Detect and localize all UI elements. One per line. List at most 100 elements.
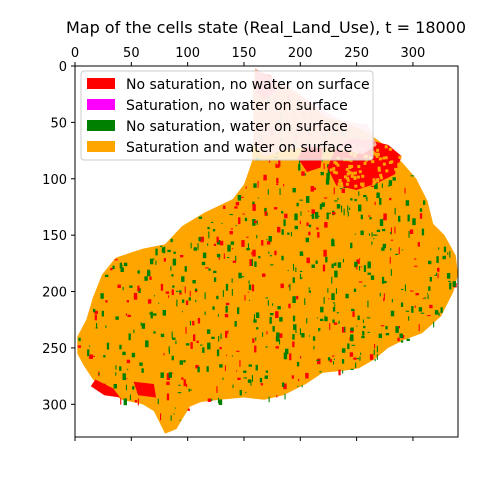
cell bbox=[347, 212, 349, 217]
cell bbox=[344, 175, 347, 179]
cell bbox=[163, 353, 165, 356]
cell bbox=[276, 183, 279, 185]
cell bbox=[179, 419, 181, 421]
cell bbox=[299, 220, 301, 225]
cell bbox=[446, 273, 451, 279]
cell bbox=[166, 373, 171, 380]
cell bbox=[357, 315, 360, 321]
cell bbox=[438, 247, 440, 250]
cell bbox=[170, 266, 172, 271]
cell bbox=[232, 384, 234, 388]
cell bbox=[188, 389, 192, 391]
cell bbox=[407, 214, 410, 222]
cell bbox=[347, 343, 350, 349]
cell bbox=[356, 266, 358, 270]
cell bbox=[356, 175, 360, 179]
cell bbox=[168, 295, 170, 298]
cell bbox=[422, 298, 424, 300]
cell bbox=[202, 252, 207, 259]
cell bbox=[225, 283, 229, 291]
cell bbox=[336, 204, 341, 209]
cell bbox=[245, 186, 247, 189]
cell bbox=[174, 407, 176, 409]
cell bbox=[122, 351, 126, 356]
cell bbox=[283, 219, 286, 227]
cell bbox=[339, 182, 343, 185]
cell bbox=[246, 236, 249, 238]
cell bbox=[247, 291, 249, 293]
cell bbox=[250, 380, 252, 386]
cell bbox=[213, 277, 217, 282]
cell bbox=[385, 333, 390, 336]
cell bbox=[216, 349, 220, 357]
cell bbox=[262, 273, 266, 277]
cell bbox=[251, 252, 253, 255]
cell bbox=[332, 361, 334, 365]
cell bbox=[376, 192, 380, 199]
cell bbox=[147, 299, 152, 304]
cell bbox=[288, 284, 290, 288]
cell bbox=[160, 245, 163, 247]
cell bbox=[418, 307, 423, 312]
cell bbox=[423, 200, 426, 205]
cell bbox=[346, 178, 350, 182]
cell bbox=[333, 358, 335, 360]
cell bbox=[452, 281, 456, 287]
cell bbox=[341, 205, 343, 213]
cell bbox=[237, 377, 241, 380]
cell bbox=[349, 352, 354, 357]
cell bbox=[219, 364, 223, 368]
cell bbox=[212, 229, 216, 232]
cell bbox=[327, 288, 329, 293]
legend-swatch bbox=[87, 78, 115, 89]
cell bbox=[328, 298, 330, 300]
cell bbox=[279, 333, 283, 338]
cell bbox=[397, 337, 400, 342]
cell bbox=[88, 356, 92, 359]
cell bbox=[334, 171, 338, 175]
cell bbox=[260, 383, 263, 386]
cell bbox=[198, 216, 203, 219]
cell bbox=[381, 276, 385, 284]
cell bbox=[252, 219, 256, 226]
cell bbox=[219, 347, 222, 350]
cell bbox=[284, 393, 286, 400]
cell bbox=[337, 262, 342, 268]
cell bbox=[351, 308, 355, 312]
cell bbox=[376, 354, 378, 360]
cell bbox=[227, 244, 231, 252]
cell bbox=[275, 311, 279, 318]
cell bbox=[265, 346, 268, 348]
cell bbox=[408, 231, 410, 238]
cell bbox=[269, 255, 273, 257]
cell bbox=[211, 221, 214, 223]
cell bbox=[248, 299, 250, 301]
cell bbox=[196, 340, 199, 343]
cell bbox=[216, 236, 219, 243]
cell bbox=[141, 368, 144, 373]
cell bbox=[319, 371, 322, 373]
cell bbox=[381, 183, 383, 188]
cell bbox=[195, 299, 197, 303]
red-zone-5 bbox=[133, 381, 157, 398]
cell bbox=[189, 290, 191, 297]
cell bbox=[429, 304, 433, 309]
cell bbox=[171, 355, 174, 361]
cell bbox=[145, 340, 149, 348]
cell bbox=[243, 377, 247, 379]
cell bbox=[379, 219, 384, 226]
cell bbox=[149, 258, 154, 265]
cell bbox=[197, 317, 201, 324]
cell bbox=[401, 249, 403, 251]
cell bbox=[398, 219, 401, 222]
cell bbox=[120, 397, 122, 405]
cell bbox=[181, 377, 184, 380]
cell bbox=[94, 310, 98, 315]
cell bbox=[207, 226, 210, 230]
cell bbox=[274, 250, 277, 256]
cell bbox=[310, 186, 314, 192]
cell bbox=[230, 241, 235, 245]
cell bbox=[298, 163, 301, 171]
cell bbox=[240, 196, 244, 198]
cell bbox=[428, 286, 431, 291]
